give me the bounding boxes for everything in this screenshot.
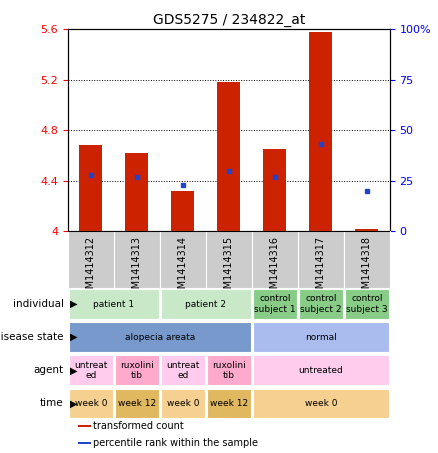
Bar bbox=[68, 231, 114, 288]
Bar bbox=[161, 389, 205, 418]
Text: agent: agent bbox=[33, 365, 64, 376]
Text: week 12: week 12 bbox=[118, 399, 156, 408]
Text: patient 2: patient 2 bbox=[185, 300, 226, 308]
Bar bbox=[125, 153, 148, 231]
Text: control
subject 3: control subject 3 bbox=[346, 294, 388, 314]
Text: ▶: ▶ bbox=[70, 398, 78, 409]
Bar bbox=[114, 231, 160, 288]
Bar bbox=[115, 389, 159, 418]
Text: GSM1414318: GSM1414318 bbox=[362, 236, 372, 300]
Text: patient 1: patient 1 bbox=[93, 300, 134, 308]
Text: ▶: ▶ bbox=[70, 332, 78, 342]
Text: normal: normal bbox=[305, 333, 337, 342]
Bar bbox=[160, 231, 206, 288]
Bar bbox=[171, 191, 194, 231]
Text: week 0: week 0 bbox=[304, 399, 337, 408]
Bar bbox=[344, 231, 390, 288]
Bar bbox=[78, 442, 91, 444]
Bar bbox=[69, 389, 113, 418]
Bar bbox=[115, 356, 159, 385]
Text: GSM1414316: GSM1414316 bbox=[270, 236, 280, 300]
Text: week 0: week 0 bbox=[74, 399, 107, 408]
Bar bbox=[252, 231, 298, 288]
Bar bbox=[217, 82, 240, 231]
Bar bbox=[355, 228, 378, 231]
Text: percentile rank within the sample: percentile rank within the sample bbox=[93, 438, 258, 448]
Bar bbox=[206, 231, 252, 288]
Bar bbox=[253, 289, 297, 319]
Text: control
subject 2: control subject 2 bbox=[300, 294, 342, 314]
Bar bbox=[253, 389, 389, 418]
Text: GSM1414317: GSM1414317 bbox=[316, 236, 326, 301]
Text: ▶: ▶ bbox=[70, 365, 78, 376]
Bar bbox=[69, 323, 251, 352]
Bar bbox=[345, 289, 389, 319]
Text: transformed count: transformed count bbox=[93, 421, 184, 431]
Bar bbox=[161, 289, 251, 319]
Text: ruxolini
tib: ruxolini tib bbox=[212, 361, 246, 380]
Text: ruxolini
tib: ruxolini tib bbox=[120, 361, 154, 380]
Bar bbox=[309, 32, 332, 231]
Text: GSM1414315: GSM1414315 bbox=[224, 236, 234, 301]
Text: GSM1414313: GSM1414313 bbox=[132, 236, 142, 300]
Text: individual: individual bbox=[13, 299, 64, 309]
Bar bbox=[78, 425, 91, 428]
Bar bbox=[253, 356, 389, 385]
Text: week 12: week 12 bbox=[210, 399, 248, 408]
Text: GSM1414312: GSM1414312 bbox=[86, 236, 96, 301]
Bar bbox=[161, 356, 205, 385]
Text: GSM1414314: GSM1414314 bbox=[178, 236, 188, 300]
Text: control
subject 1: control subject 1 bbox=[254, 294, 296, 314]
Bar bbox=[299, 289, 343, 319]
Text: alopecia areata: alopecia areata bbox=[125, 333, 195, 342]
Bar bbox=[207, 389, 251, 418]
Text: disease state: disease state bbox=[0, 332, 64, 342]
Bar bbox=[69, 356, 113, 385]
Text: untreat
ed: untreat ed bbox=[74, 361, 108, 380]
Text: untreat
ed: untreat ed bbox=[166, 361, 200, 380]
Bar bbox=[69, 289, 159, 319]
Text: untreated: untreated bbox=[298, 366, 343, 375]
Bar bbox=[207, 356, 251, 385]
Bar bbox=[298, 231, 344, 288]
Text: time: time bbox=[40, 398, 64, 409]
Bar bbox=[263, 149, 286, 231]
Title: GDS5275 / 234822_at: GDS5275 / 234822_at bbox=[153, 13, 305, 27]
Text: ▶: ▶ bbox=[70, 299, 78, 309]
Bar bbox=[79, 145, 102, 231]
Bar bbox=[253, 323, 389, 352]
Text: week 0: week 0 bbox=[166, 399, 199, 408]
